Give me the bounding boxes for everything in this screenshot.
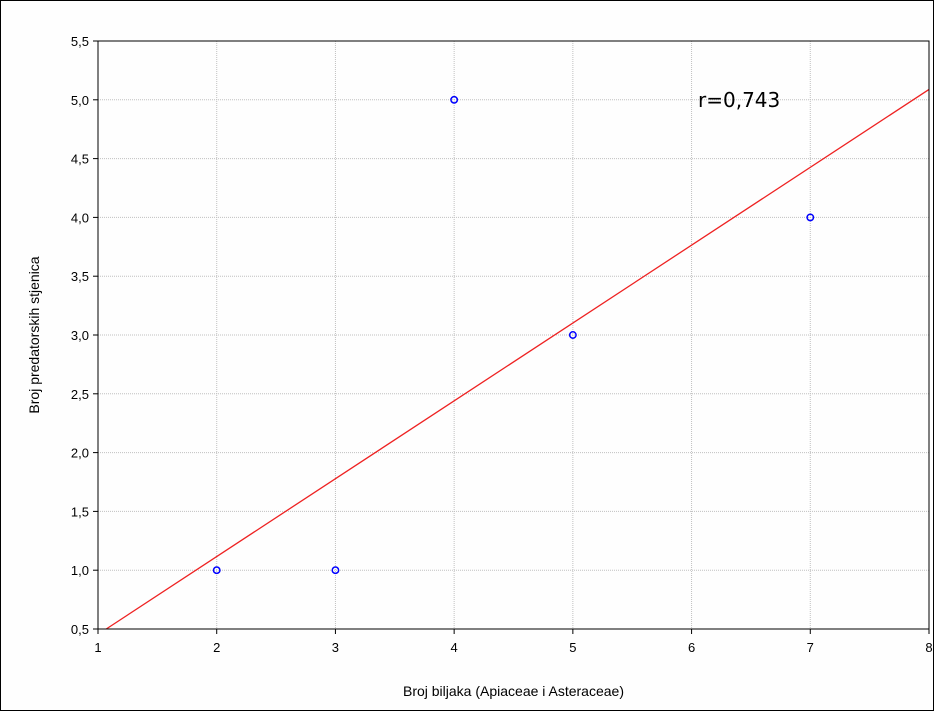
x-axis-title: Broj biljaka (Apiaceae i Asteraceae) <box>403 683 624 699</box>
grid <box>98 41 929 629</box>
axis-ticks <box>93 40 930 634</box>
data-point <box>331 566 340 575</box>
y-tick-label: 4,5 <box>71 152 89 167</box>
y-tick-label: 2,5 <box>71 387 89 402</box>
y-tick-label: 3,0 <box>71 328 89 343</box>
y-tick-label: 0,5 <box>71 622 89 637</box>
y-tick-label: 5,0 <box>71 93 89 108</box>
data-points <box>212 95 815 575</box>
data-point <box>806 213 815 222</box>
y-tick-label: 2,0 <box>71 446 89 461</box>
data-point <box>450 95 459 104</box>
tick-labels: 1 2 3 4 5 6 7 8 0,5 1,0 1,5 2,0 2,5 3,0 3,5 4,0 4,5 5,0 5,… <box>71 34 933 655</box>
data-point <box>568 331 577 339</box>
y-axis-title: Broj predatorskih stjenica <box>26 256 42 413</box>
x-tick-label: 2 <box>213 640 220 655</box>
x-tick-label: 8 <box>925 640 932 655</box>
x-tick-label: 5 <box>569 640 576 655</box>
regression-line-group <box>105 88 930 630</box>
x-tick-label: 4 <box>451 640 458 655</box>
x-tick-label: 6 <box>688 640 695 655</box>
y-tick-label: 5,5 <box>71 34 89 49</box>
y-tick-label: 3,5 <box>71 269 89 284</box>
regression-line <box>105 88 930 630</box>
y-tick-label: 1,0 <box>71 563 89 578</box>
x-tick-label: 7 <box>807 640 814 655</box>
y-tick-label: 4,0 <box>71 210 89 225</box>
y-tick-label: 1,5 <box>71 504 89 519</box>
correlation-annotation: r=0,743 <box>698 88 780 112</box>
x-tick-label: 1 <box>94 640 101 655</box>
data-point <box>212 566 221 575</box>
x-tick-label: 3 <box>332 640 339 655</box>
